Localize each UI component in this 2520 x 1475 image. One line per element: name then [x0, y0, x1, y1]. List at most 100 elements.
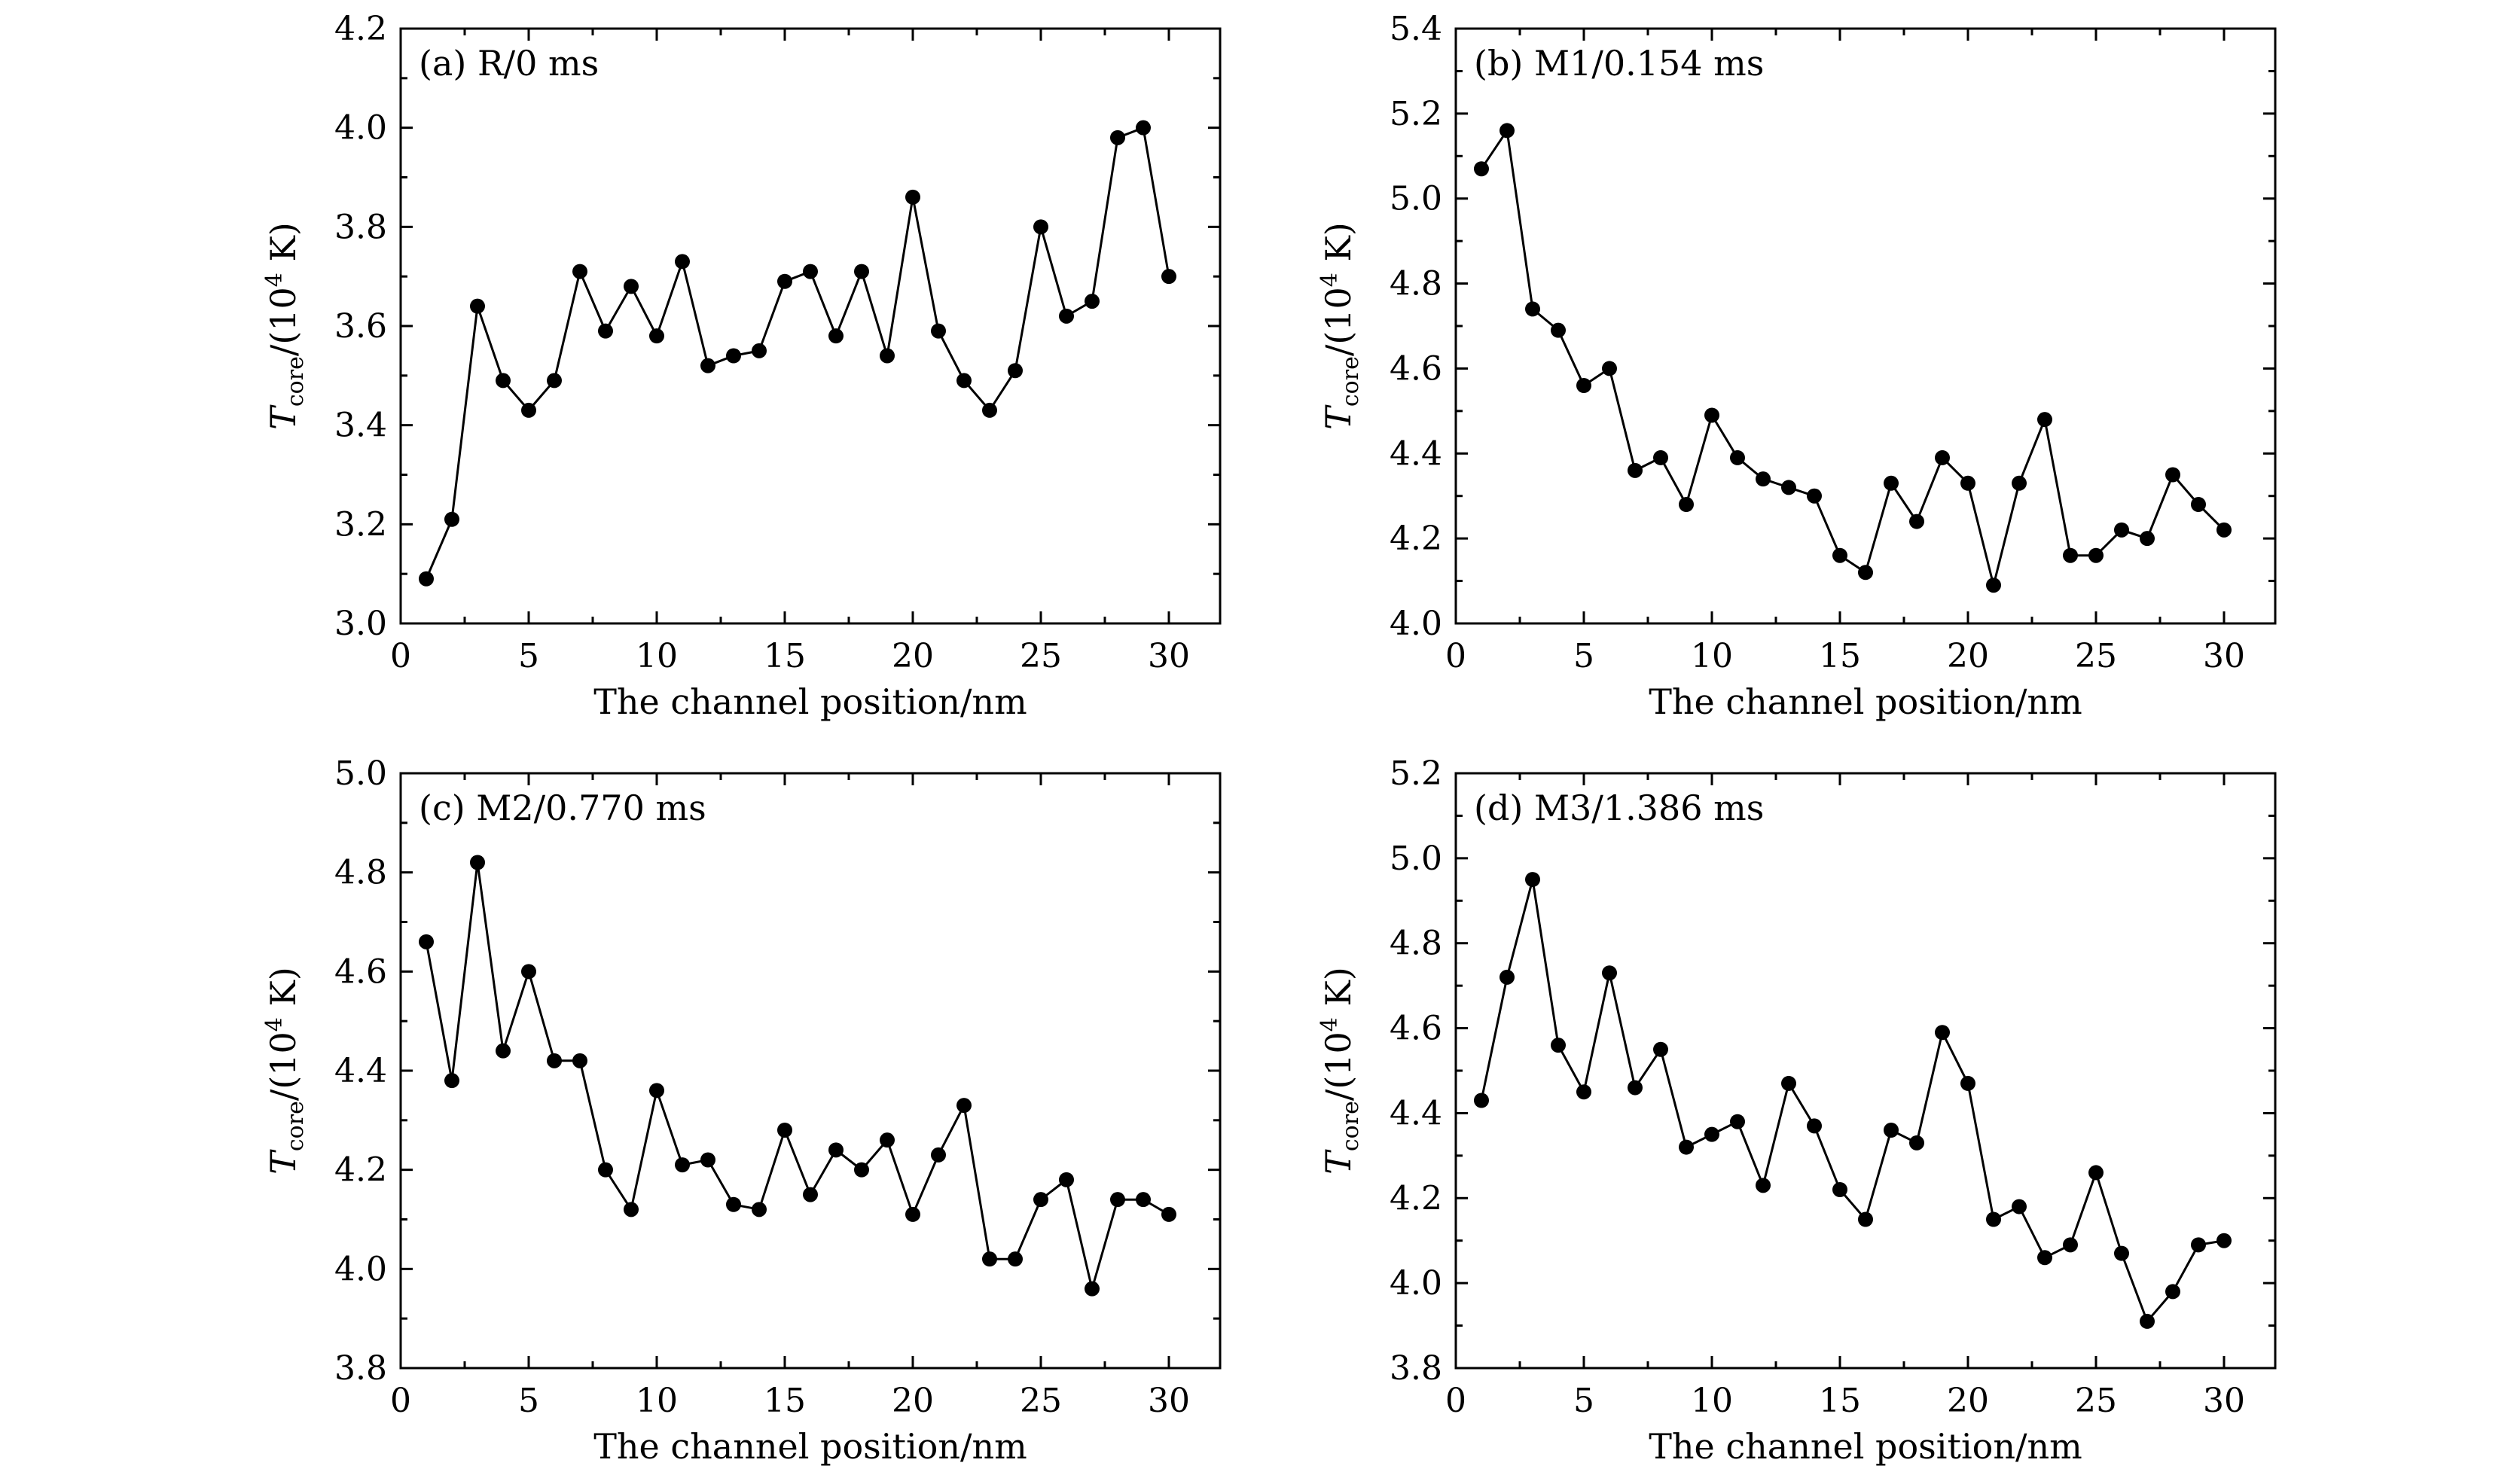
x-tick-label: 25 — [2075, 1382, 2117, 1420]
data-point — [1161, 1206, 1176, 1222]
data-point — [1136, 1192, 1151, 1208]
data-point — [624, 1202, 639, 1217]
data-point — [1085, 1281, 1100, 1297]
data-point — [1008, 363, 1023, 379]
data-point — [2037, 1250, 2052, 1266]
y-tick-label: 4.6 — [1390, 349, 1442, 388]
plot-frame — [399, 772, 1222, 1370]
data-point — [1781, 1075, 1796, 1091]
y-axis-title: Tcore/(104 K) — [261, 967, 309, 1175]
x-tick-label: 20 — [1947, 637, 1989, 675]
panel-a: 0 5 10 15 20 25 30 3.0 3.2 3.4 3.6 3.8 4.0 4.2 (a) R/0… — [261, 10, 1222, 722]
y-tick-label: 5.2 — [1390, 95, 1442, 133]
data-point — [726, 348, 741, 364]
data-point — [2216, 1233, 2232, 1248]
series-line — [1480, 879, 2225, 1324]
data-point — [700, 358, 715, 373]
data-point — [880, 348, 895, 364]
data-point — [2140, 1313, 2155, 1329]
data-point — [419, 571, 434, 587]
y-tick-label: 3.0 — [334, 605, 387, 643]
x-tick-label: 30 — [1148, 637, 1190, 675]
data-point — [1960, 1075, 1975, 1091]
data-point — [1525, 872, 1540, 888]
x-tick-label: 25 — [2075, 637, 2117, 675]
y-tick-label: 4.8 — [334, 854, 387, 892]
data-point — [2165, 1284, 2180, 1300]
data-point — [982, 402, 997, 418]
data-point — [1033, 219, 1048, 235]
data-point — [1161, 269, 1176, 285]
data-point — [1085, 294, 1100, 309]
x-tick-label: 25 — [1020, 1382, 1062, 1420]
x-tick-label: 25 — [1020, 637, 1062, 675]
y-axis-title: Tcore/(104 K) — [261, 222, 309, 430]
data-point — [777, 273, 792, 289]
data-point — [1909, 1135, 1924, 1150]
y-axis-title-rest: /(10 — [263, 1032, 304, 1101]
plot-frame — [399, 27, 1222, 625]
data-point — [854, 264, 869, 279]
data-point — [1551, 1038, 1566, 1053]
y-axis-title: Tcore/(104 K) — [1316, 967, 1364, 1175]
data-point — [2063, 547, 2078, 563]
data-point — [931, 1147, 946, 1163]
y-axis-title-sup: 4 — [261, 1017, 288, 1032]
x-tick-label: 15 — [764, 637, 806, 675]
x-tick-label: 5 — [1573, 1382, 1594, 1420]
data-point — [880, 1132, 895, 1148]
y-axis-title-main: T — [263, 404, 304, 430]
y-tick-label: 4.6 — [1390, 1010, 1442, 1048]
data-point — [1008, 1251, 1023, 1267]
data-point — [1653, 1041, 1668, 1057]
y-tick-label: 3.4 — [334, 407, 387, 445]
y-tick-label: 5.0 — [1390, 840, 1442, 878]
x-tick-label: 15 — [764, 1382, 806, 1420]
y-tick-label: 3.2 — [334, 505, 387, 544]
data-point — [982, 1251, 997, 1267]
data-point — [1551, 322, 1566, 338]
data-point — [444, 1073, 459, 1089]
x-tick-label: 15 — [1819, 1382, 1861, 1420]
y-tick-label: 4.2 — [1390, 1179, 1442, 1217]
panel-c: 0 5 10 15 20 25 30 3.8 4.0 4.2 4.4 4.6 4.8 5.0 (c) M2/… — [261, 754, 1222, 1467]
y-axis-title-end: K) — [1318, 222, 1359, 273]
data-point — [547, 373, 562, 389]
data-point — [752, 343, 767, 358]
data-point — [572, 1053, 587, 1068]
x-tick-label: 15 — [1819, 637, 1861, 675]
data-point — [2191, 497, 2206, 512]
data-point — [1730, 1114, 1745, 1129]
data-point — [1628, 1080, 1643, 1096]
data-point — [700, 1152, 715, 1168]
data-point — [1136, 120, 1151, 136]
data-point — [521, 402, 536, 418]
x-tick-label: 10 — [636, 637, 678, 675]
x-tick-label: 20 — [892, 1382, 934, 1420]
x-tick-label: 20 — [1947, 1382, 1989, 1420]
data-point — [675, 1157, 690, 1173]
y-tick-label: 4.0 — [1390, 1264, 1442, 1303]
data-point — [803, 264, 818, 279]
y-tick-label: 3.6 — [334, 307, 387, 346]
panel-title: (a) R/0 ms — [419, 43, 599, 84]
y-tick-label: 4.0 — [334, 109, 387, 148]
y-axis-title-end: K) — [263, 967, 304, 1017]
y-axis-title-sub: core — [282, 356, 309, 407]
series-line — [425, 862, 1170, 1294]
data-point — [1781, 480, 1796, 495]
data-point — [956, 1098, 972, 1114]
data-point — [2037, 412, 2052, 428]
data-point — [905, 1206, 920, 1222]
data-point — [1059, 308, 1074, 324]
x-tick-label: 20 — [892, 637, 934, 675]
y-axis-title-sup: 4 — [261, 273, 288, 287]
data-point — [1884, 475, 1899, 491]
panel-d: 0 5 10 15 20 25 30 3.8 4.0 4.2 4.4 4.6 4.8 5.0 5.2 (d) … — [1316, 754, 2277, 1467]
data-point — [1110, 1192, 1125, 1208]
panel-title: (d) M3/1.386 ms — [1474, 788, 1764, 828]
data-point — [2012, 475, 2027, 491]
data-point — [1602, 965, 1617, 981]
data-point — [956, 373, 972, 389]
data-point — [1033, 1192, 1048, 1208]
